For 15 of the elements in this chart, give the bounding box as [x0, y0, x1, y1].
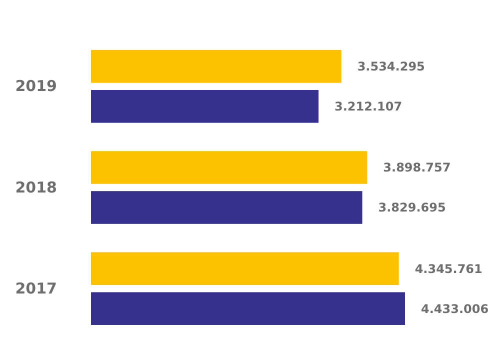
bar [91, 191, 362, 224]
y-tick-label: 2017 [15, 279, 57, 298]
data-label: 4.433.006 [421, 302, 489, 316]
bar [91, 252, 399, 286]
data-label: 3.212.107 [334, 100, 402, 114]
data-label: 3.898.757 [383, 160, 451, 175]
y-tick-label: 2018 [15, 178, 57, 196]
bar [91, 151, 368, 184]
data-label: 4.345.761 [414, 262, 482, 276]
bar [91, 90, 319, 123]
data-label: 3.534.295 [357, 60, 425, 74]
bar [91, 292, 405, 325]
bar [91, 50, 342, 83]
data-label: 3.829.695 [378, 200, 446, 215]
y-tick-label: 2019 [15, 77, 57, 96]
